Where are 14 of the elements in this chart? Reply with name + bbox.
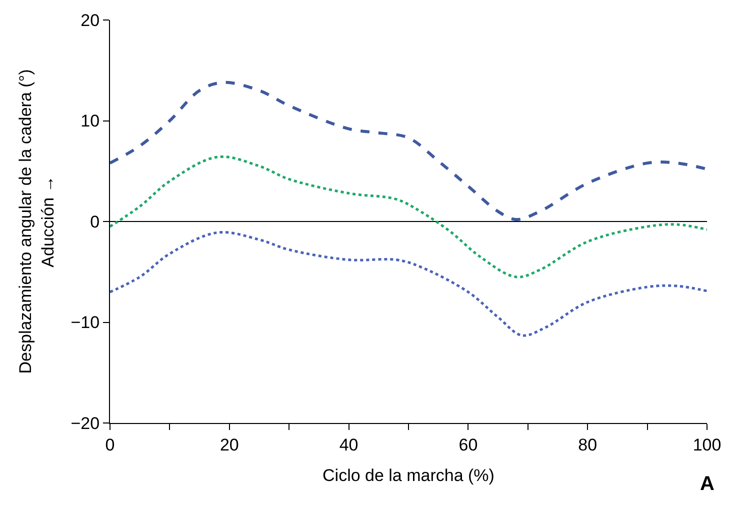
x-tick-label: 100: [692, 435, 722, 454]
y-tick-label: −20: [70, 414, 100, 433]
y-tick-label: 10: [80, 112, 100, 131]
y-axis-title: Desplazamiento angular de la cadera (°) Aducción →: [16, 69, 58, 374]
y-tick-label: 20: [80, 10, 100, 30]
x-tick-label: 40: [339, 435, 358, 454]
x-axis-title: Ciclo de la marcha (%): [322, 466, 494, 485]
x-tick-label: 0: [105, 435, 115, 454]
x-tick-label: 80: [578, 435, 598, 454]
y-tick-label: 0: [90, 212, 100, 232]
y-tick-label: −10: [70, 313, 100, 332]
x-tick-label: 60: [458, 435, 478, 454]
x-tick-label: 20: [220, 435, 239, 454]
text: A: [700, 473, 714, 495]
